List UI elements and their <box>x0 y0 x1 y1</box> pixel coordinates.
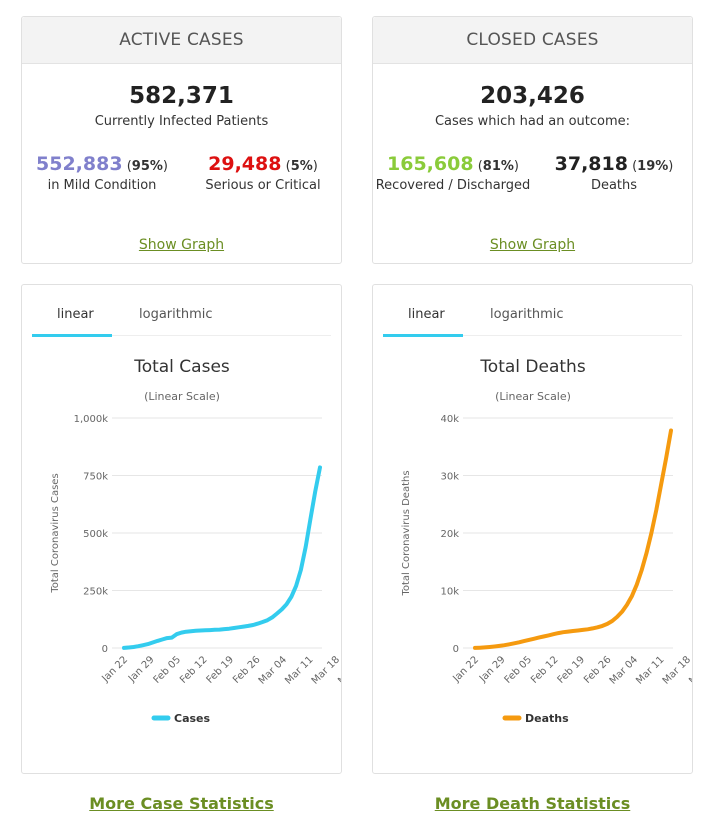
deaths-count: 37,818 <box>554 153 628 175</box>
y-tick-label: 500k <box>83 529 108 540</box>
active-show-graph-link[interactable]: Show Graph <box>138 237 225 253</box>
y-tick-label: 20k <box>440 529 459 540</box>
y-tick-label: 250k <box>83 587 108 598</box>
serious-count: 29,488 <box>208 153 282 175</box>
y-tick-label: 10k <box>440 587 459 598</box>
recovered-label: Recovered / Discharged <box>375 178 531 193</box>
closed-show-graph-link[interactable]: Show Graph <box>489 237 576 253</box>
more-death-statistics-link[interactable]: More Death Statistics <box>434 794 631 813</box>
active-cases-header: ACTIVE CASES <box>22 17 341 64</box>
cases-scale-tabs: linear logarithmic <box>32 297 331 337</box>
chart-subtitle: (Linear Scale) <box>495 390 571 403</box>
x-tick-label: Jan 29 <box>126 654 157 685</box>
y-tick-label: 40k <box>440 414 459 425</box>
x-tick-label: Mar 18 <box>661 654 692 686</box>
active-cases-panel: ACTIVE CASES 582,371 Currently Infected … <box>21 16 342 264</box>
more-case-statistics-link[interactable]: More Case Statistics <box>89 794 274 813</box>
y-tick-label: 1,000k <box>74 414 109 425</box>
y-axis-label: Total Coronavirus Cases <box>50 473 61 593</box>
chart-title: Total Cases <box>133 357 230 377</box>
active-cases-subtitle: Currently Infected Patients <box>94 114 269 129</box>
serious-percent: 5% <box>290 159 313 174</box>
deaths-scale-tabs: linear logarithmic <box>383 297 682 337</box>
x-tick-label: Jan 22 <box>450 654 481 685</box>
recovered-count: 165,608 <box>387 153 474 175</box>
closed-cases-total: 203,426 <box>480 83 585 109</box>
serious-label: Serious or Critical <box>205 178 321 193</box>
total-cases-chart-panel: linear logarithmic Total Cases (Linear Sc… <box>21 284 342 774</box>
y-axis-label: Total Coronavirus Deaths <box>401 470 412 596</box>
x-tick-label: Mar 04 <box>608 654 640 686</box>
series-line-cases <box>122 465 322 650</box>
mild-count: 552,883 <box>36 153 123 175</box>
x-tick-label: Feb 12 <box>529 654 561 686</box>
y-tick-label: 750k <box>83 472 108 483</box>
recovered-percent: 81% <box>482 159 514 174</box>
deaths-percent: 19% <box>637 159 669 174</box>
x-tick-label: Jan 22 <box>99 654 130 685</box>
mild-percent: 95% <box>131 159 163 174</box>
mild-condition-stat: 552,883 (95%) in Mild Condition <box>22 153 182 193</box>
x-tick-label: Feb 12 <box>178 654 210 686</box>
deaths-stat: 37,818 (19%) Deaths <box>534 153 694 193</box>
deaths-label: Deaths <box>590 178 638 193</box>
x-tick-label: Mar 04 <box>257 654 289 686</box>
serious-condition-stat: 29,488 (5%) Serious or Critical <box>183 153 343 193</box>
deaths-active-tab-indicator <box>383 334 463 337</box>
closed-cases-header: CLOSED CASES <box>373 17 692 64</box>
mild-label: in Mild Condition <box>47 178 157 193</box>
series-line-deaths <box>473 428 673 650</box>
total-cases-chart: Total Cases (Linear Scale) 0 250k 500k 750k 1,… <box>50 357 341 725</box>
x-tick-label: Jan 29 <box>477 654 508 685</box>
deaths-tab-linear[interactable]: linear <box>408 307 445 322</box>
legend-label: Cases <box>174 712 211 725</box>
y-tick-label: 0 <box>102 644 108 655</box>
closed-cases-subtitle: Cases which had an outcome: <box>434 114 631 129</box>
x-tick-label: Feb 05 <box>503 654 535 686</box>
cases-tab-logarithmic[interactable]: logarithmic <box>139 307 213 322</box>
total-deaths-chart-panel: linear logarithmic Total Deaths (Linear S… <box>372 284 693 774</box>
closed-cases-panel: CLOSED CASES 203,426 Cases which had an … <box>372 16 693 264</box>
x-tick-label: Mar 11 <box>283 654 315 686</box>
recovered-stat: 165,608 (81%) Recovered / Discharged <box>373 153 533 193</box>
legend-label: Deaths <box>525 712 569 725</box>
y-tick-label: 30k <box>440 472 459 483</box>
x-tick-label: Feb 19 <box>556 654 588 686</box>
chart-title: Total Deaths <box>479 357 586 377</box>
x-tick-label: Mar 11 <box>634 654 666 686</box>
active-cases-total: 582,371 <box>129 83 234 109</box>
x-tick-label: Feb 19 <box>205 654 237 686</box>
cases-tab-linear[interactable]: linear <box>57 307 94 322</box>
x-tick-label: Mar 18 <box>310 654 341 686</box>
cases-active-tab-indicator <box>32 334 112 337</box>
total-deaths-chart: Total Deaths (Linear Scale) 0 10k 20k 30k 40k T… <box>401 357 692 725</box>
chart-subtitle: (Linear Scale) <box>144 390 220 403</box>
deaths-tab-logarithmic[interactable]: logarithmic <box>490 307 564 322</box>
x-tick-label: Feb 05 <box>152 654 184 686</box>
y-tick-label: 0 <box>453 644 459 655</box>
